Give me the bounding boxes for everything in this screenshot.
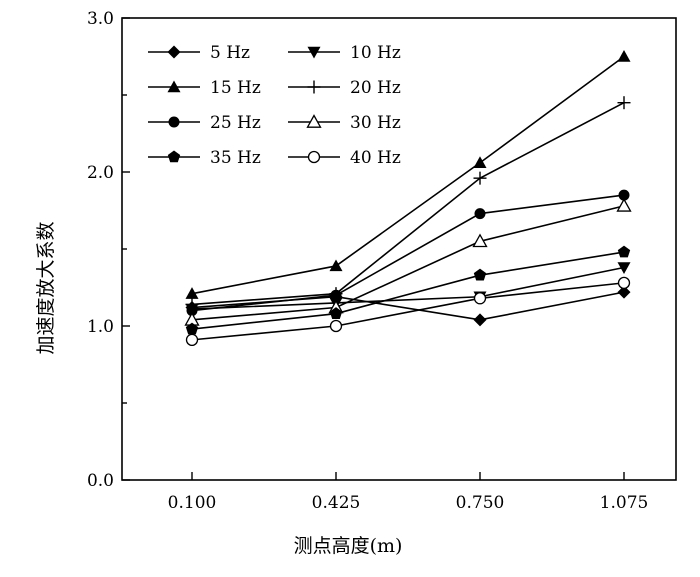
y-tick-label: 2.0	[87, 163, 114, 183]
diamond-marker	[617, 285, 631, 299]
legend-label: 15 Hz	[210, 78, 261, 98]
legend-label: 10 Hz	[350, 43, 401, 63]
series-line	[191, 194, 625, 312]
pentagon-marker	[473, 268, 487, 281]
triangle-up-marker	[329, 259, 343, 272]
legend-item: 35 Hz	[148, 148, 261, 168]
pentagon-marker	[617, 245, 631, 258]
plus-marker	[473, 171, 487, 185]
series-line	[191, 251, 625, 330]
series-line	[191, 55, 625, 295]
legend-item: 15 Hz	[148, 78, 261, 98]
legend-label: 35 Hz	[210, 148, 261, 168]
pentagon-marker	[167, 150, 181, 163]
diamond-marker	[473, 313, 487, 327]
series-line	[191, 101, 625, 306]
legend: 5 Hz 10 Hz 15 Hz 20 Hz 25 Hz 30 Hz 35 Hz 40 Hz	[148, 43, 401, 168]
legend-label: 40 Hz	[350, 148, 401, 168]
legend-label: 20 Hz	[350, 78, 401, 98]
legend-item: 5 Hz	[148, 43, 250, 63]
plus-marker	[617, 96, 631, 110]
series-line	[191, 266, 625, 310]
triangle-up-marker	[617, 50, 631, 62]
circle-marker	[168, 116, 180, 128]
triangle-up-open-marker	[616, 198, 632, 212]
triangle-up-open-marker	[472, 233, 488, 248]
plus-marker	[307, 80, 321, 94]
circle-marker	[186, 305, 198, 317]
circle-open-marker	[185, 333, 199, 347]
series-15hz	[185, 50, 631, 299]
triangle-up-marker	[167, 80, 181, 93]
axes: 0.0 1.0 2.0 3.0 0.100 0.425 0.750 1.075	[87, 9, 677, 513]
triangle-down-marker	[617, 262, 631, 274]
pentagon-marker	[185, 322, 199, 335]
triangle-up-marker	[473, 156, 487, 168]
legend-item: 20 Hz	[288, 78, 401, 98]
pentagon-marker	[329, 307, 343, 319]
legend-label: 25 Hz	[210, 113, 261, 133]
series-40hz	[185, 276, 631, 347]
x-tick-label: 0.750	[456, 493, 505, 513]
series-35hz	[185, 245, 631, 335]
legend-label: 5 Hz	[210, 43, 250, 63]
y-axis-title: 加速度放大系数	[35, 221, 57, 354]
legend-item: 10 Hz	[288, 43, 401, 63]
series-25hz	[186, 189, 630, 317]
triangle-up-marker	[185, 287, 199, 299]
triangle-up-open-marker	[306, 114, 322, 128]
legend-item: 30 Hz	[288, 113, 401, 133]
x-axis-title: 测点高度(m)	[294, 535, 403, 557]
x-tick-label: 0.100	[168, 493, 217, 513]
y-tick-label: 1.0	[87, 317, 114, 337]
diamond-marker	[167, 45, 181, 59]
legend-label: 30 Hz	[350, 113, 401, 133]
y-tick-label: 3.0	[87, 9, 114, 29]
circle-open-marker	[307, 150, 321, 164]
y-tick-label: 0.0	[87, 471, 114, 491]
series-line	[191, 205, 625, 321]
circle-marker	[618, 189, 630, 201]
circle-open-marker	[473, 292, 487, 305]
triangle-down-marker	[307, 46, 321, 59]
x-tick-label: 0.425	[312, 493, 361, 513]
circle-open-marker	[617, 276, 631, 290]
legend-item: 25 Hz	[148, 113, 261, 133]
circle-marker	[330, 289, 342, 301]
series-line	[191, 282, 625, 341]
x-tick-label: 1.075	[600, 493, 649, 513]
circle-open-marker	[329, 319, 343, 333]
circle-marker	[474, 208, 486, 220]
series-layer	[184, 50, 632, 347]
legend-item: 40 Hz	[288, 148, 401, 168]
